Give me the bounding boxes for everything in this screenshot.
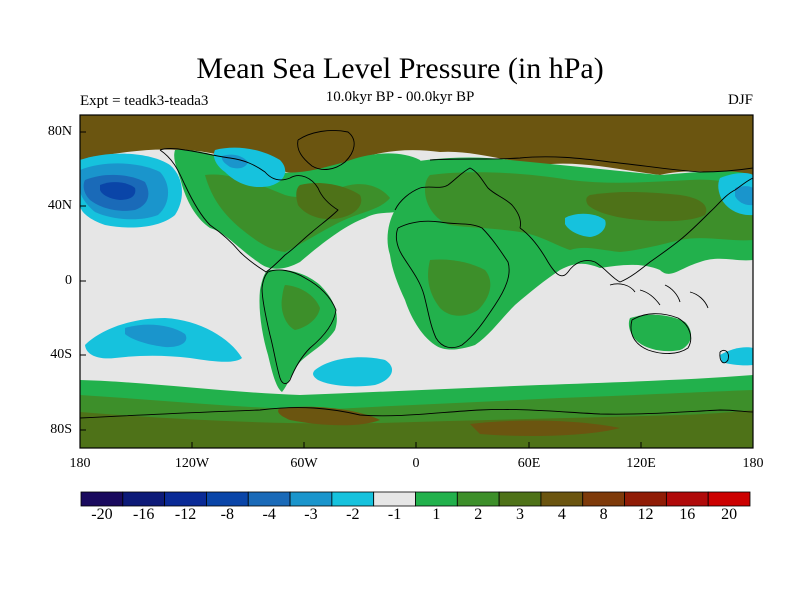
colorbar-tick-label: 1	[432, 506, 441, 523]
maritime-islands	[609, 283, 709, 309]
colorbar-swatch	[707, 491, 751, 507]
colorbar-tick-label: -12	[174, 506, 197, 523]
axis-ticks	[79, 131, 754, 448]
colorbar-swatch	[331, 491, 375, 507]
season-label: DJF	[727, 92, 753, 108]
south-america-coast	[261, 269, 337, 385]
chart-title: Mean Sea Level Pressure (in hPa)	[196, 52, 604, 85]
africa-coast	[395, 220, 510, 349]
lat-label-80s: 80S	[50, 422, 72, 437]
colorbar-swatch	[624, 491, 667, 507]
lat-label-0: 0	[65, 273, 72, 288]
asia-north-coast	[429, 156, 753, 173]
colorbar-tick-label: 16	[679, 506, 696, 523]
colorbar-swatch	[122, 491, 166, 507]
lon-label-60e: 60E	[517, 456, 541, 471]
colorbar-tick-label: -1	[387, 506, 402, 523]
siberia-brown-region	[586, 191, 707, 222]
colorbar-tick-label: -8	[220, 506, 234, 523]
lon-label-0: 0	[412, 456, 420, 471]
lat-label-40n: 40N	[47, 198, 72, 213]
colorbar-swatch	[164, 491, 207, 507]
colorbar-swatch	[456, 491, 500, 507]
south-pacific-low-inner	[125, 324, 187, 348]
arctic-high-region	[80, 115, 753, 178]
colorbar-swatch	[247, 491, 291, 507]
antarctica-coast	[80, 407, 753, 419]
colorbar-swatch	[665, 491, 709, 507]
indian-ocean-low	[720, 347, 753, 366]
colorbar-swatch	[415, 491, 458, 507]
lon-label-120e: 120E	[626, 456, 656, 471]
antarctica-high-region	[278, 406, 380, 426]
lon-label-120w: 120W	[174, 456, 210, 471]
colorbar-tick-label: 12	[637, 506, 654, 523]
colorbar-tick-label: 20	[721, 506, 738, 523]
antarctica-region	[80, 410, 753, 448]
asia-coast	[519, 177, 753, 283]
eurasia-inner-region	[425, 172, 753, 252]
colorbar-swatch	[498, 491, 542, 507]
lon-label-180w: 180	[69, 456, 91, 471]
greenland-coast	[297, 129, 355, 170]
colorbar-swatch	[540, 491, 584, 507]
colorbar-tick-label: 8	[599, 506, 608, 523]
colorbar-tick-label: 4	[557, 506, 566, 523]
colorbar-swatch	[289, 491, 333, 507]
colorbar-tick-label: -4	[262, 506, 276, 523]
north-atlantic-brown-region	[296, 183, 362, 220]
colorbar-tick-label: 3	[516, 506, 525, 523]
colorbar-swatch	[206, 491, 249, 507]
new-zealand-coast	[719, 349, 729, 364]
australia-coast	[630, 313, 692, 354]
experiment-label: Expt = teadk3-teada3	[80, 93, 209, 109]
east-pacific-low-inner	[735, 186, 753, 206]
colorbar-swatch	[373, 491, 416, 507]
tibet-low	[565, 213, 606, 237]
lon-label-180e: 180	[742, 456, 764, 471]
lat-label-80n: 80N	[47, 124, 72, 139]
europe-coast	[394, 167, 521, 229]
colorbar-swatch	[80, 491, 124, 507]
south-america-inner-region	[281, 285, 320, 330]
south-america-region	[259, 269, 337, 392]
lat-label-40s: 40S	[50, 347, 72, 362]
chart-subtitle: 10.0kyr BP - 00.0kyr BP	[325, 89, 475, 105]
north-america-coast	[159, 148, 339, 273]
colorbar-tick-label: -3	[304, 506, 318, 523]
antarctica-east-high-region	[470, 420, 620, 436]
lon-label-60w: 60W	[290, 456, 318, 471]
south-atlantic-low	[313, 357, 393, 387]
colorbar-tick-label: -16	[133, 506, 155, 523]
colorbar-tick-label: -2	[346, 506, 360, 523]
aleutian-low-core	[100, 182, 136, 200]
colorbar-swatch	[582, 491, 625, 507]
africa-inner-region	[428, 259, 491, 316]
colorbar-tick-label: 2	[474, 506, 483, 523]
coastlines	[80, 129, 753, 419]
colorbar-tick-label: -20	[91, 506, 113, 523]
australia-region	[628, 314, 692, 352]
